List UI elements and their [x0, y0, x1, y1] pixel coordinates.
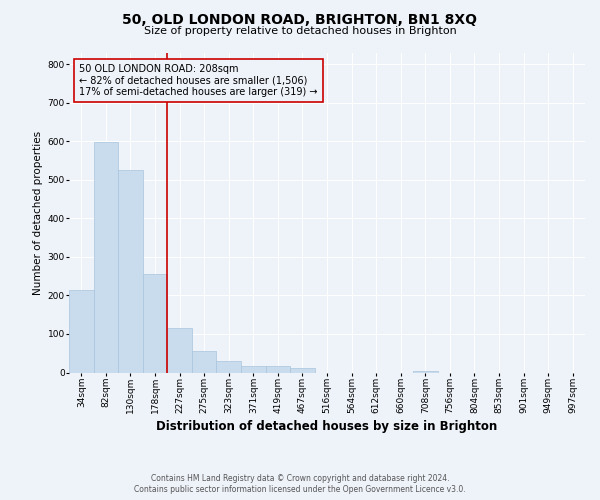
- Bar: [118, 170, 143, 372]
- Bar: [290, 368, 315, 372]
- Y-axis label: Number of detached properties: Number of detached properties: [34, 130, 43, 294]
- Bar: [94, 142, 118, 372]
- Bar: [413, 370, 437, 372]
- Text: Size of property relative to detached houses in Brighton: Size of property relative to detached ho…: [143, 26, 457, 36]
- Bar: [167, 328, 192, 372]
- Text: 50, OLD LONDON ROAD, BRIGHTON, BN1 8XQ: 50, OLD LONDON ROAD, BRIGHTON, BN1 8XQ: [122, 12, 478, 26]
- Bar: [266, 366, 290, 372]
- Bar: [241, 366, 266, 372]
- X-axis label: Distribution of detached houses by size in Brighton: Distribution of detached houses by size …: [157, 420, 497, 433]
- Text: Contains HM Land Registry data © Crown copyright and database right 2024.
Contai: Contains HM Land Registry data © Crown c…: [134, 474, 466, 494]
- Bar: [69, 290, 94, 372]
- Bar: [143, 274, 167, 372]
- Text: 50 OLD LONDON ROAD: 208sqm
← 82% of detached houses are smaller (1,506)
17% of s: 50 OLD LONDON ROAD: 208sqm ← 82% of deta…: [79, 64, 318, 97]
- Bar: [192, 352, 217, 372]
- Bar: [217, 361, 241, 372]
